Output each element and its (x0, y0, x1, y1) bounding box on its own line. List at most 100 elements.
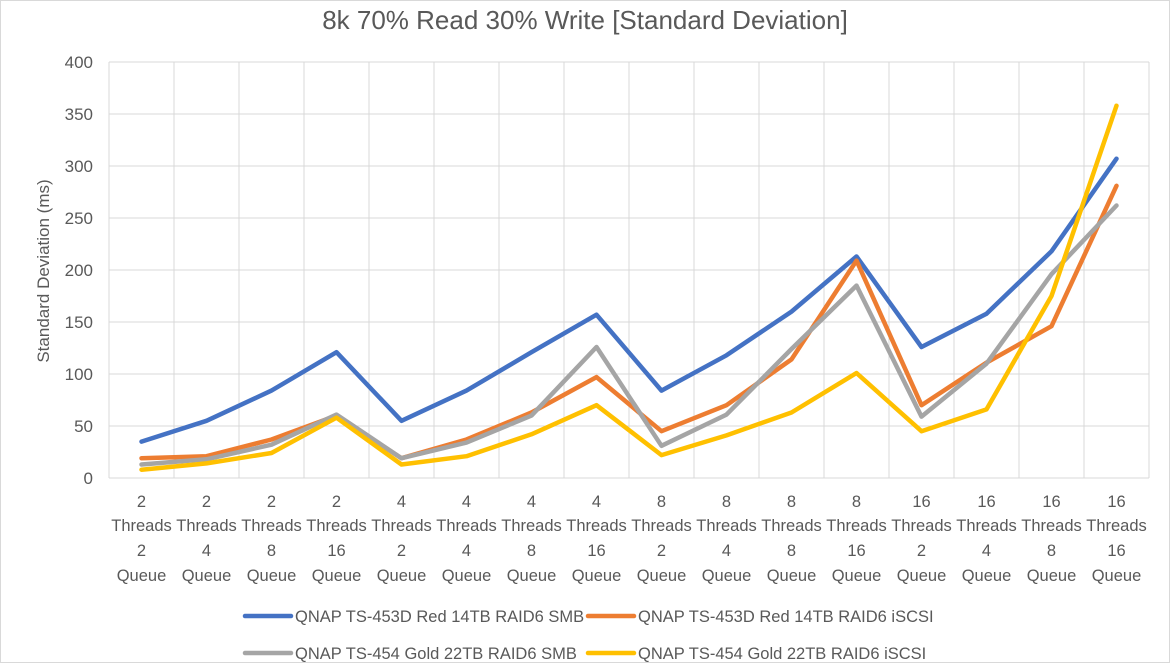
x-tick-label-line: 8 (787, 493, 796, 511)
y-axis-label: Standard Deviation (ms) (34, 179, 53, 362)
y-tick-label: 0 (84, 469, 93, 488)
x-tick-label-line: 8 (267, 542, 276, 560)
x-tick-label-line: Queue (442, 567, 492, 585)
x-tick-label-line: Threads (631, 517, 692, 535)
y-tick-label: 350 (65, 105, 93, 124)
x-tick-label: 2 Threads 4 Queue (176, 493, 237, 585)
x-tick-label-line: 8 (657, 493, 666, 511)
x-tick-label: 16 Threads 8 Queue (1021, 493, 1082, 585)
x-tick-label-line: Threads (891, 517, 952, 535)
x-tick-label-line: 2 (137, 542, 146, 560)
x-tick-label-line: 8 (1047, 542, 1056, 560)
legend-label: QNAP TS-453D Red 14TB RAID6 SMB (295, 608, 584, 626)
legend-item: QNAP TS-454 Gold 22TB RAID6 iSCSI (585, 645, 926, 662)
x-tick-label-line: 2 (917, 542, 926, 560)
x-tick-label-line: Threads (566, 517, 627, 535)
legend-item: QNAP TS-453D Red 14TB RAID6 iSCSI (585, 608, 934, 626)
x-tick-label-line: 2 (397, 542, 406, 560)
x-axis-ticks: 2 Threads 2 Queue 2 Threads 4 Queue 2 Threads 8 Que… (111, 493, 1147, 585)
y-tick-label: 100 (65, 365, 93, 384)
x-tick-label: 16 Threads 16 Queue (1086, 493, 1147, 585)
x-tick-label: 4 Threads 4 Queue (436, 493, 497, 585)
series-line-3 (139, 203, 1119, 467)
x-tick-label-line: Queue (182, 567, 232, 585)
x-tick-label-line: 2 (202, 493, 211, 511)
y-axis-ticks: 0 50 100 150 200 250 300 350 400 (65, 53, 93, 488)
x-tick-label: 4 Threads 8 Queue (501, 493, 562, 585)
x-tick-label-line: Queue (117, 567, 167, 585)
x-tick-label-line: 4 (397, 493, 406, 511)
x-tick-label-line: Queue (637, 567, 687, 585)
x-tick-label-line: 4 (462, 493, 471, 511)
legend-label: QNAP TS-454 Gold 22TB RAID6 SMB (295, 645, 577, 662)
x-tick-label-line: 8 (852, 493, 861, 511)
grid (108, 61, 1150, 479)
x-tick-label-line: Threads (1086, 517, 1147, 535)
x-tick-label-line: 4 (982, 542, 991, 560)
x-tick-label-line: Queue (312, 567, 362, 585)
x-tick-label-line: Queue (702, 567, 752, 585)
x-tick-label-line: 4 (202, 542, 211, 560)
x-tick-label-line: Threads (176, 517, 237, 535)
x-tick-label: 16 Threads 2 Queue (891, 493, 952, 585)
x-tick-label-line: 2 (137, 493, 146, 511)
x-tick-label-line: Threads (371, 517, 432, 535)
x-tick-label-line: 16 (587, 542, 605, 560)
x-tick-label: 4 Threads 2 Queue (371, 493, 432, 585)
x-tick-label-line: 16 (847, 542, 865, 560)
x-tick-label-line: Queue (897, 567, 947, 585)
x-tick-label-line: Threads (956, 517, 1017, 535)
series-lines (139, 103, 1119, 472)
x-tick-label-line: 4 (592, 493, 601, 511)
x-tick-label-line: 4 (722, 542, 731, 560)
legend-item: QNAP TS-454 Gold 22TB RAID6 SMB (242, 645, 577, 662)
x-tick-label: 4 Threads 16 Queue (566, 493, 627, 585)
x-tick-label: 8 Threads 8 Queue (761, 493, 822, 585)
series-line-4 (139, 103, 1119, 472)
x-tick-label-line: Threads (761, 517, 822, 535)
x-tick-label-line: Queue (507, 567, 557, 585)
y-tick-label: 200 (65, 261, 93, 280)
x-tick-label-line: Queue (767, 567, 817, 585)
x-tick-label-line: Threads (1021, 517, 1082, 535)
x-tick-label-line: Queue (572, 567, 622, 585)
x-tick-label-line: 16 (977, 493, 995, 511)
x-tick-label-line: Queue (1092, 567, 1142, 585)
x-tick-label: 8 Threads 2 Queue (631, 493, 692, 585)
x-tick-label: 2 Threads 8 Queue (241, 493, 302, 585)
y-tick-label: 250 (65, 209, 93, 228)
x-tick-label-line: Queue (247, 567, 297, 585)
x-tick-label-line: Queue (962, 567, 1012, 585)
y-tick-label: 50 (74, 417, 93, 436)
x-tick-label-line: 16 (1042, 493, 1060, 511)
x-tick-label: 8 Threads 16 Queue (826, 493, 887, 585)
x-tick-label-line: Threads (111, 517, 172, 535)
y-tick-label: 400 (65, 53, 93, 72)
x-tick-label-line: Queue (377, 567, 427, 585)
x-tick-label: 8 Threads 4 Queue (696, 493, 757, 585)
x-tick-label-line: 2 (332, 493, 341, 511)
x-tick-label: 2 Threads 2 Queue (111, 493, 172, 585)
x-tick-label-line: 16 (1107, 493, 1125, 511)
x-tick-label-line: Queue (832, 567, 882, 585)
x-tick-label: 2 Threads 16 Queue (306, 493, 367, 585)
x-tick-label-line: 8 (722, 493, 731, 511)
chart-title: 8k 70% Read 30% Write [Standard Deviatio… (322, 5, 848, 35)
x-tick-label-line: Threads (501, 517, 562, 535)
series-line-1 (139, 156, 1119, 444)
x-tick-label-line: Threads (241, 517, 302, 535)
x-tick-label-line: 16 (327, 542, 345, 560)
x-tick-label-line: Queue (1027, 567, 1077, 585)
legend-label: QNAP TS-454 Gold 22TB RAID6 iSCSI (638, 645, 926, 662)
x-tick-label-line: Threads (436, 517, 497, 535)
x-tick-label-line: 16 (912, 493, 930, 511)
x-tick-label-line: Threads (826, 517, 887, 535)
x-tick-label-line: 2 (657, 542, 666, 560)
legend: QNAP TS-453D Red 14TB RAID6 SMB QNAP TS-4… (242, 608, 934, 662)
x-tick-label-line: Threads (696, 517, 757, 535)
x-tick-label-line: 2 (267, 493, 276, 511)
x-tick-label-line: 8 (787, 542, 796, 560)
legend-label: QNAP TS-453D Red 14TB RAID6 iSCSI (638, 608, 934, 626)
